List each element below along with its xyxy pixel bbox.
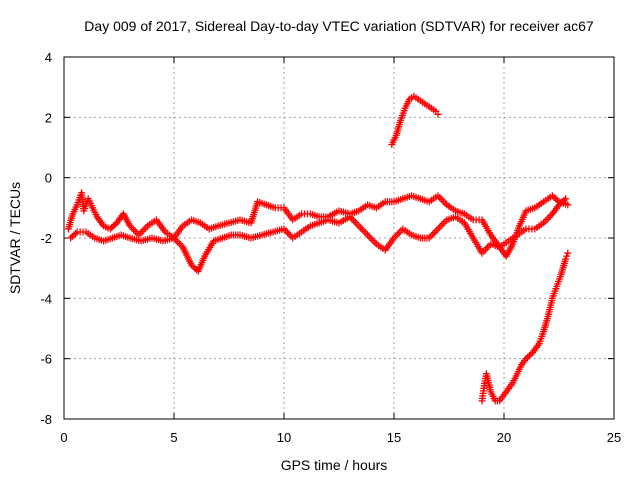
series-high-arc [388, 92, 442, 148]
data-point [564, 249, 572, 257]
data-point [189, 263, 197, 271]
series-main-band-lower [67, 195, 570, 275]
tick-marks [63, 56, 615, 420]
x-tick-label: 20 [497, 430, 511, 445]
data-point [548, 192, 556, 200]
x-tick-label: 0 [60, 430, 67, 445]
data-point [562, 255, 570, 263]
y-tick-label: 2 [45, 110, 52, 125]
data-point [434, 110, 442, 118]
data-points [64, 92, 572, 405]
data-point [68, 232, 76, 240]
data-point [524, 353, 532, 361]
data-point [525, 352, 533, 360]
chart-title: Day 009 of 2017, Sidereal Day-to-day VTE… [84, 18, 594, 34]
data-point [564, 201, 572, 209]
y-tick-label: 0 [45, 171, 52, 186]
x-tick-label: 15 [387, 430, 401, 445]
data-point [557, 199, 565, 207]
data-point [560, 196, 568, 204]
data-point [70, 231, 78, 239]
data-point [522, 355, 530, 363]
x-tick-labels: 0 5 10 15 20 25 [60, 430, 621, 445]
data-point [552, 195, 560, 203]
series-low-arc [478, 249, 572, 405]
y-tick-label: -6 [40, 352, 52, 367]
x-tick-label: 5 [170, 430, 177, 445]
y-axis-label: SDTVAR / TECUs [7, 182, 23, 294]
data-point [67, 234, 75, 242]
data-point [72, 229, 80, 237]
data-point [555, 201, 563, 209]
x-axis-label: GPS time / hours [281, 457, 388, 473]
data-point [558, 198, 566, 206]
data-point [191, 264, 199, 272]
y-tick-label: -4 [40, 291, 52, 306]
data-point [110, 222, 117, 230]
data-point [562, 195, 570, 203]
data-point [563, 252, 571, 260]
series-main-band-upper [64, 189, 572, 260]
x-tick-label: 25 [607, 430, 621, 445]
data-point [188, 261, 196, 269]
data-point [553, 196, 561, 204]
y-tick-label: 4 [45, 50, 52, 65]
y-tick-label: -8 [40, 412, 52, 427]
x-tick-label: 10 [277, 430, 291, 445]
data-point [550, 193, 558, 201]
y-tick-labels: -8 -6 -4 -2 0 2 4 [40, 50, 52, 427]
y-tick-label: -2 [40, 231, 52, 246]
data-point [108, 223, 116, 231]
data-point [106, 225, 114, 233]
